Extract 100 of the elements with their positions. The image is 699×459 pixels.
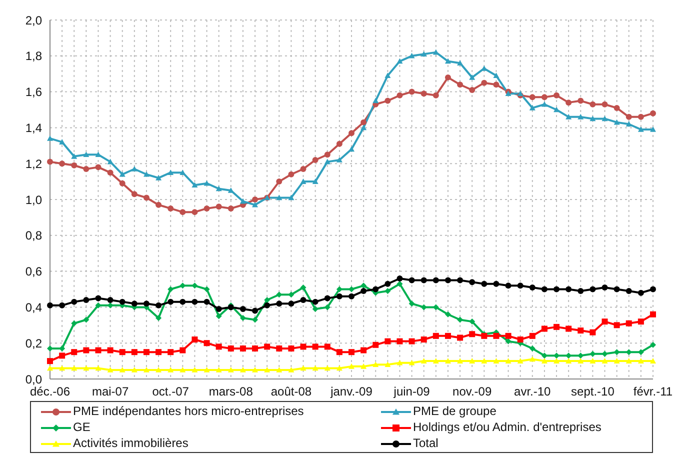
x-tick-label: mars-08 [208, 384, 254, 399]
point [336, 157, 342, 162]
point [131, 349, 138, 356]
point [554, 286, 560, 292]
point [119, 298, 126, 305]
point [457, 334, 464, 341]
point [638, 126, 644, 132]
point [384, 72, 391, 78]
point [324, 295, 330, 302]
point [336, 140, 342, 147]
point [360, 124, 367, 130]
point [264, 302, 270, 308]
point [420, 358, 427, 364]
point [408, 52, 415, 58]
point [240, 345, 246, 352]
point [626, 114, 632, 120]
point [143, 300, 150, 307]
point [469, 358, 476, 364]
point [192, 336, 198, 343]
point [384, 98, 391, 104]
point [156, 314, 162, 321]
point [481, 358, 488, 364]
x-tick-label: août-08 [270, 384, 312, 399]
point [216, 204, 222, 210]
point [650, 286, 656, 292]
point [83, 316, 90, 323]
point [408, 338, 415, 344]
point [432, 358, 439, 364]
point [432, 332, 439, 339]
point [47, 135, 53, 141]
point [192, 367, 198, 372]
point [288, 300, 294, 307]
point [541, 326, 548, 332]
point [396, 275, 403, 282]
point [300, 178, 306, 184]
point [324, 365, 330, 371]
point [252, 308, 258, 314]
point [252, 345, 258, 352]
point [240, 306, 246, 312]
point [626, 121, 632, 127]
x-tick-label: déc.-06 [30, 384, 70, 399]
point [143, 367, 150, 372]
point [180, 209, 186, 216]
point [396, 58, 403, 64]
point [529, 345, 536, 352]
point [554, 358, 560, 364]
legend-label: Total [413, 436, 438, 450]
point [240, 314, 246, 321]
point [276, 345, 282, 352]
point [626, 320, 632, 326]
point [180, 347, 186, 354]
point [83, 365, 90, 371]
x-tick-label: févr.-11 [633, 384, 673, 399]
point [517, 282, 524, 289]
point [457, 277, 464, 284]
point [469, 279, 476, 286]
point [228, 205, 234, 212]
point [107, 158, 114, 164]
point [372, 342, 379, 348]
point [300, 365, 306, 371]
point [107, 367, 114, 372]
point [408, 88, 415, 95]
point [590, 116, 596, 122]
point [457, 316, 464, 323]
point [360, 347, 367, 354]
point [192, 182, 198, 188]
point [168, 170, 174, 175]
point [493, 358, 500, 364]
point [312, 306, 318, 312]
point [300, 344, 306, 350]
point [59, 365, 66, 371]
point [517, 358, 524, 364]
point [614, 322, 620, 328]
point [47, 158, 53, 165]
point [204, 340, 210, 346]
point [47, 365, 53, 371]
point [408, 300, 415, 307]
point [517, 336, 524, 343]
point [408, 360, 415, 366]
point [457, 358, 464, 364]
point [444, 358, 451, 364]
point [83, 347, 90, 354]
point [578, 358, 584, 364]
point [156, 202, 162, 208]
point [469, 318, 476, 325]
point [360, 363, 367, 369]
point [420, 90, 427, 97]
point [372, 362, 379, 368]
point [420, 336, 427, 343]
point [469, 331, 476, 338]
point [493, 72, 500, 78]
point [71, 298, 78, 305]
point [529, 104, 536, 110]
point [517, 90, 524, 96]
point [107, 297, 114, 304]
point [71, 162, 78, 168]
point [505, 358, 512, 364]
point [578, 328, 584, 334]
point [71, 320, 78, 326]
legend-label: GE [73, 420, 90, 434]
